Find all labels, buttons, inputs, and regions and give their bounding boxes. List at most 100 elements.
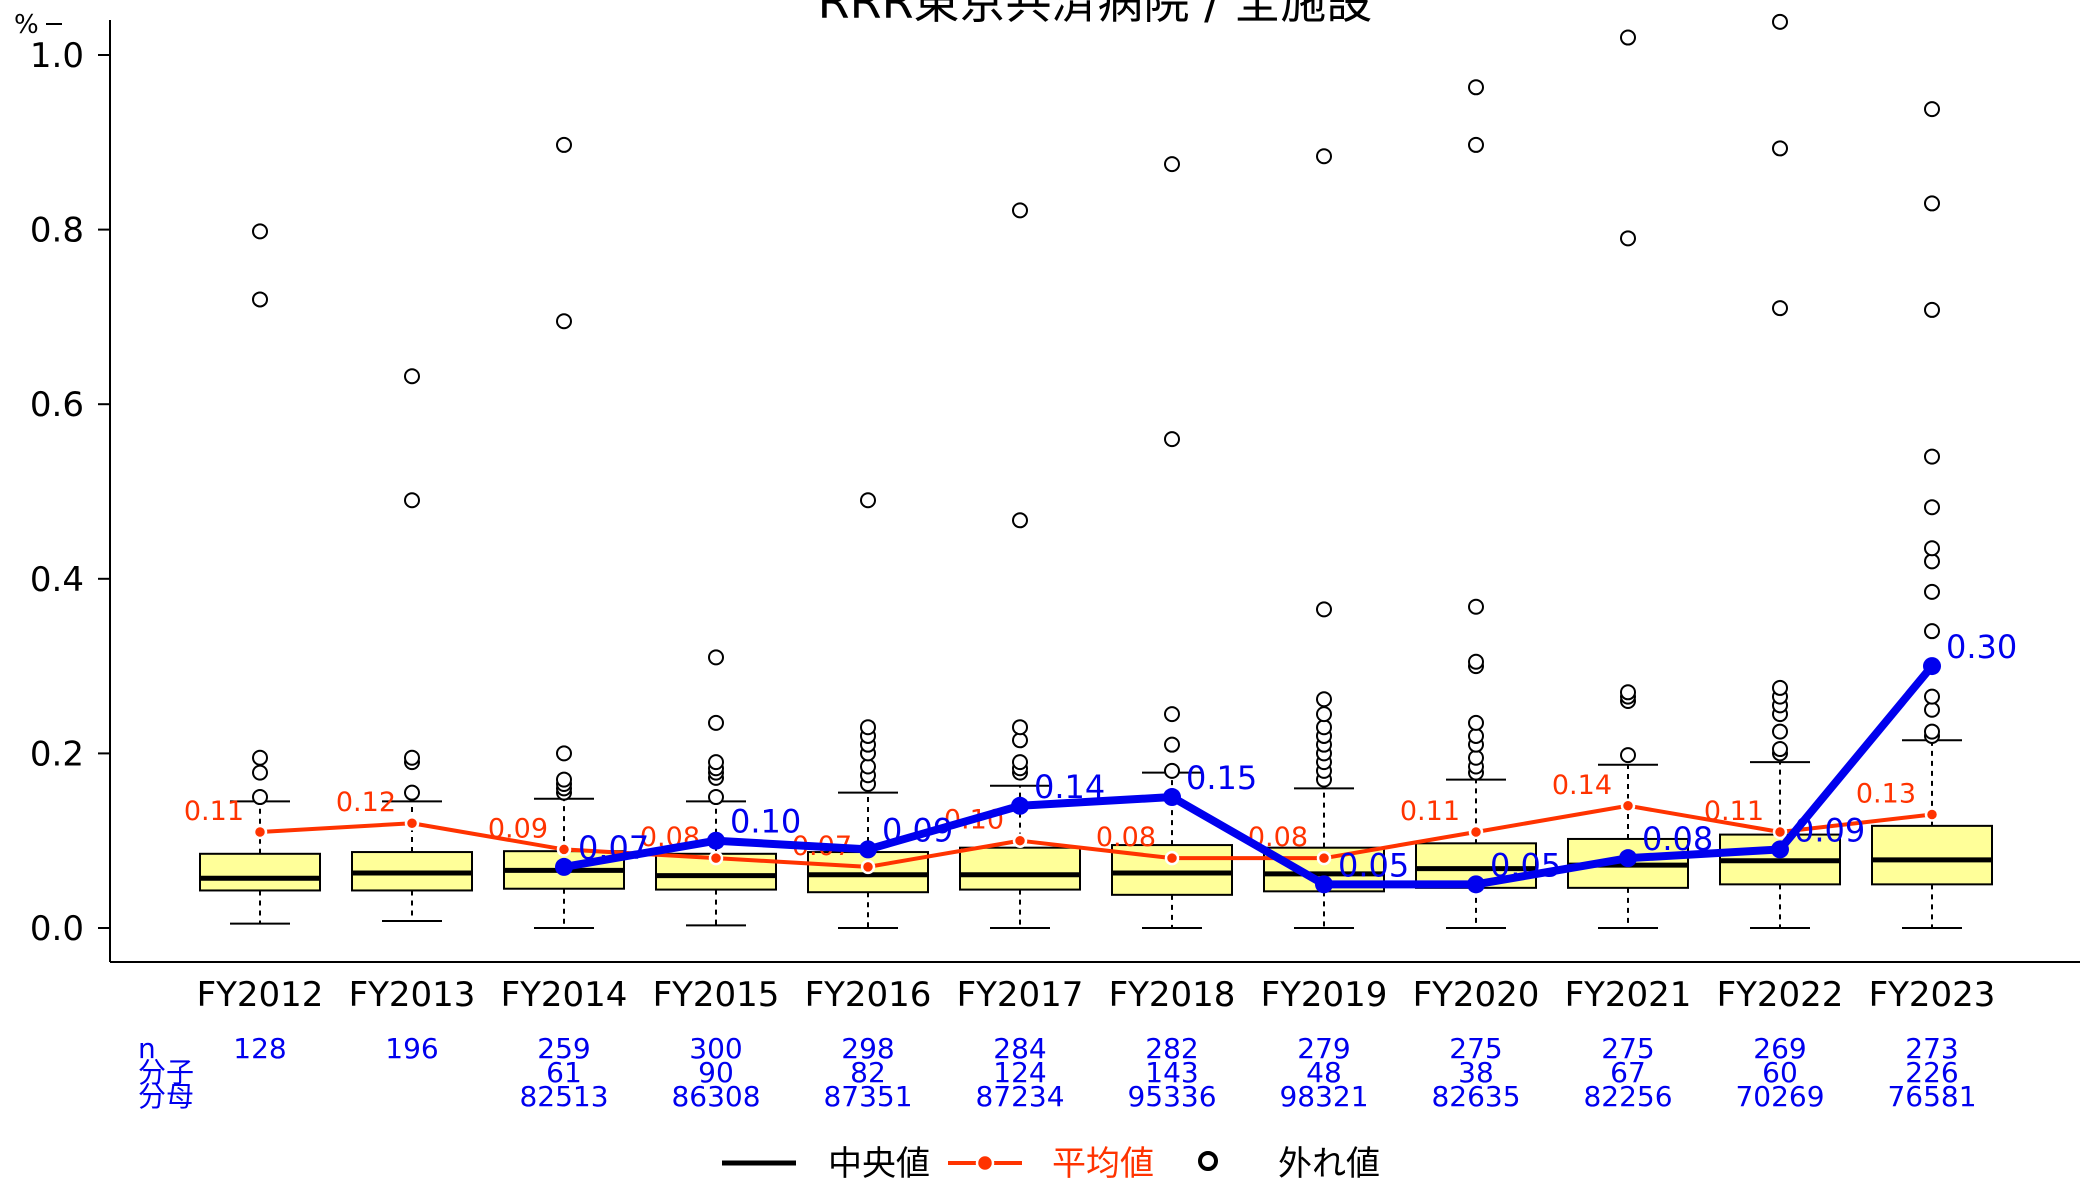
outlier-point	[1924, 723, 1940, 740]
table-row-label: n	[138, 1032, 156, 1065]
table-cell-denominator: 87234	[975, 1080, 1064, 1113]
outlier-point	[1468, 714, 1484, 731]
outlier-point	[1316, 691, 1332, 708]
blue-value-label: 0.05	[1490, 846, 1561, 884]
x-tick-label: FY2020	[1413, 975, 1540, 1015]
mean-point	[1468, 824, 1484, 840]
blue-series-point	[1315, 875, 1333, 894]
table-cell-numerator: 226	[1905, 1056, 1958, 1089]
mean-value-label: 0.09	[488, 813, 548, 844]
legend-mean-swatch-point	[975, 1153, 995, 1173]
table-cell-denominator: 98321	[1279, 1080, 1368, 1113]
legend-median-label: 中央値	[828, 1144, 930, 1180]
table-cell-denominator: 86308	[671, 1080, 760, 1113]
box	[199, 852, 321, 892]
mean-point	[860, 859, 876, 875]
blue-value-label: 0.14	[1034, 768, 1105, 806]
outlier-point	[1924, 583, 1940, 600]
blue-series-point	[1163, 788, 1181, 807]
blue-series-line	[563, 663, 1936, 889]
x-tick-label: FY2017	[957, 975, 1084, 1015]
outlier-point	[1164, 706, 1180, 723]
mean-series-line	[259, 803, 1933, 869]
outlier-point	[1924, 553, 1940, 570]
table-cell-numerator: 67	[1610, 1056, 1646, 1089]
mean-point	[404, 815, 420, 831]
blue-value-label: 0.07	[578, 829, 649, 867]
outlier-point	[1772, 13, 1788, 30]
outlier-point	[1772, 300, 1788, 317]
table-cell-n: 273	[1905, 1032, 1958, 1065]
outlier-point	[1924, 195, 1940, 212]
table-cell-denominator: 70269	[1735, 1080, 1824, 1113]
outlier-point	[1316, 706, 1332, 723]
mean-value-label: 0.08	[1096, 822, 1156, 853]
mean-point	[1772, 824, 1788, 840]
table-cell-denominator: 76581	[1887, 1080, 1976, 1113]
blue-value-label: 0.05	[1338, 846, 1409, 884]
outlier-point	[1164, 736, 1180, 753]
outlier-point	[1164, 431, 1180, 448]
outlier-point	[556, 313, 572, 330]
table-cell-numerator: 61	[546, 1056, 582, 1089]
blue-series-point	[1011, 796, 1029, 815]
table-row-label: 分子	[138, 1056, 194, 1089]
outlier-point	[1316, 719, 1332, 736]
table-cell-denominator: 82256	[1583, 1080, 1672, 1113]
mean-value-label: 0.11	[1400, 796, 1460, 827]
outlier-point	[252, 764, 268, 781]
outlier-point	[556, 771, 572, 788]
mean-point	[252, 824, 268, 840]
outlier-point	[1012, 719, 1028, 736]
outlier-point	[252, 789, 268, 806]
y-tick-label: 1.0	[30, 36, 84, 76]
blue-series-point	[1771, 840, 1789, 859]
outlier-point	[1924, 301, 1940, 318]
outlier-point	[1772, 741, 1788, 758]
table-cell-n: 259	[537, 1032, 590, 1065]
blue-value-label: 0.08	[1642, 820, 1713, 858]
table-cell-n: 275	[1601, 1032, 1654, 1065]
table-cell-denominator: 82513	[519, 1080, 608, 1113]
outlier-point	[1468, 749, 1484, 766]
x-tick-label: FY2016	[805, 975, 932, 1015]
outlier-point	[252, 749, 268, 766]
outlier-point	[404, 784, 420, 801]
table-cell-n: 300	[689, 1032, 742, 1065]
table-cell-numerator: 38	[1458, 1056, 1494, 1089]
y-tick-label: 0.0	[30, 909, 84, 949]
y-tick-label: 0.2	[30, 734, 84, 774]
table-cell-n: 298	[841, 1032, 894, 1065]
outlier-point	[1924, 540, 1940, 557]
outlier-point	[860, 719, 876, 736]
outlier-point	[1316, 601, 1332, 618]
table-cell-n: 269	[1753, 1032, 1806, 1065]
y-tick-label: 0.6	[30, 385, 84, 425]
blue-series-point	[707, 831, 725, 850]
table-cell-n: 196	[385, 1032, 438, 1065]
outlier-point	[860, 492, 876, 509]
outlier-point	[708, 754, 724, 771]
outlier-point	[708, 714, 724, 731]
outlier-point	[556, 745, 572, 762]
chart-title: RRR東京共済病院 / 全施設	[818, 0, 1373, 29]
outlier-point	[1620, 747, 1636, 764]
blue-series-point	[1923, 657, 1941, 676]
outlier-point	[556, 136, 572, 153]
outlier-point	[1772, 140, 1788, 157]
table-cell-numerator: 124	[993, 1056, 1046, 1089]
mean-value-label: 0.11	[1704, 796, 1764, 827]
outlier-point	[404, 749, 420, 766]
x-tick-label: FY2023	[1869, 975, 1996, 1015]
outlier-point	[1924, 101, 1940, 118]
table-cell-denominator: 82635	[1431, 1080, 1520, 1113]
box	[1871, 824, 1993, 886]
table-cell-n: 275	[1449, 1032, 1502, 1065]
mean-value-label: 0.11	[184, 796, 244, 827]
blue-value-label: 0.10	[730, 803, 801, 841]
table-cell-n: 128	[233, 1032, 286, 1065]
outlier-point	[708, 649, 724, 666]
table-cell-numerator: 82	[850, 1056, 886, 1089]
outlier-point	[1924, 701, 1940, 718]
